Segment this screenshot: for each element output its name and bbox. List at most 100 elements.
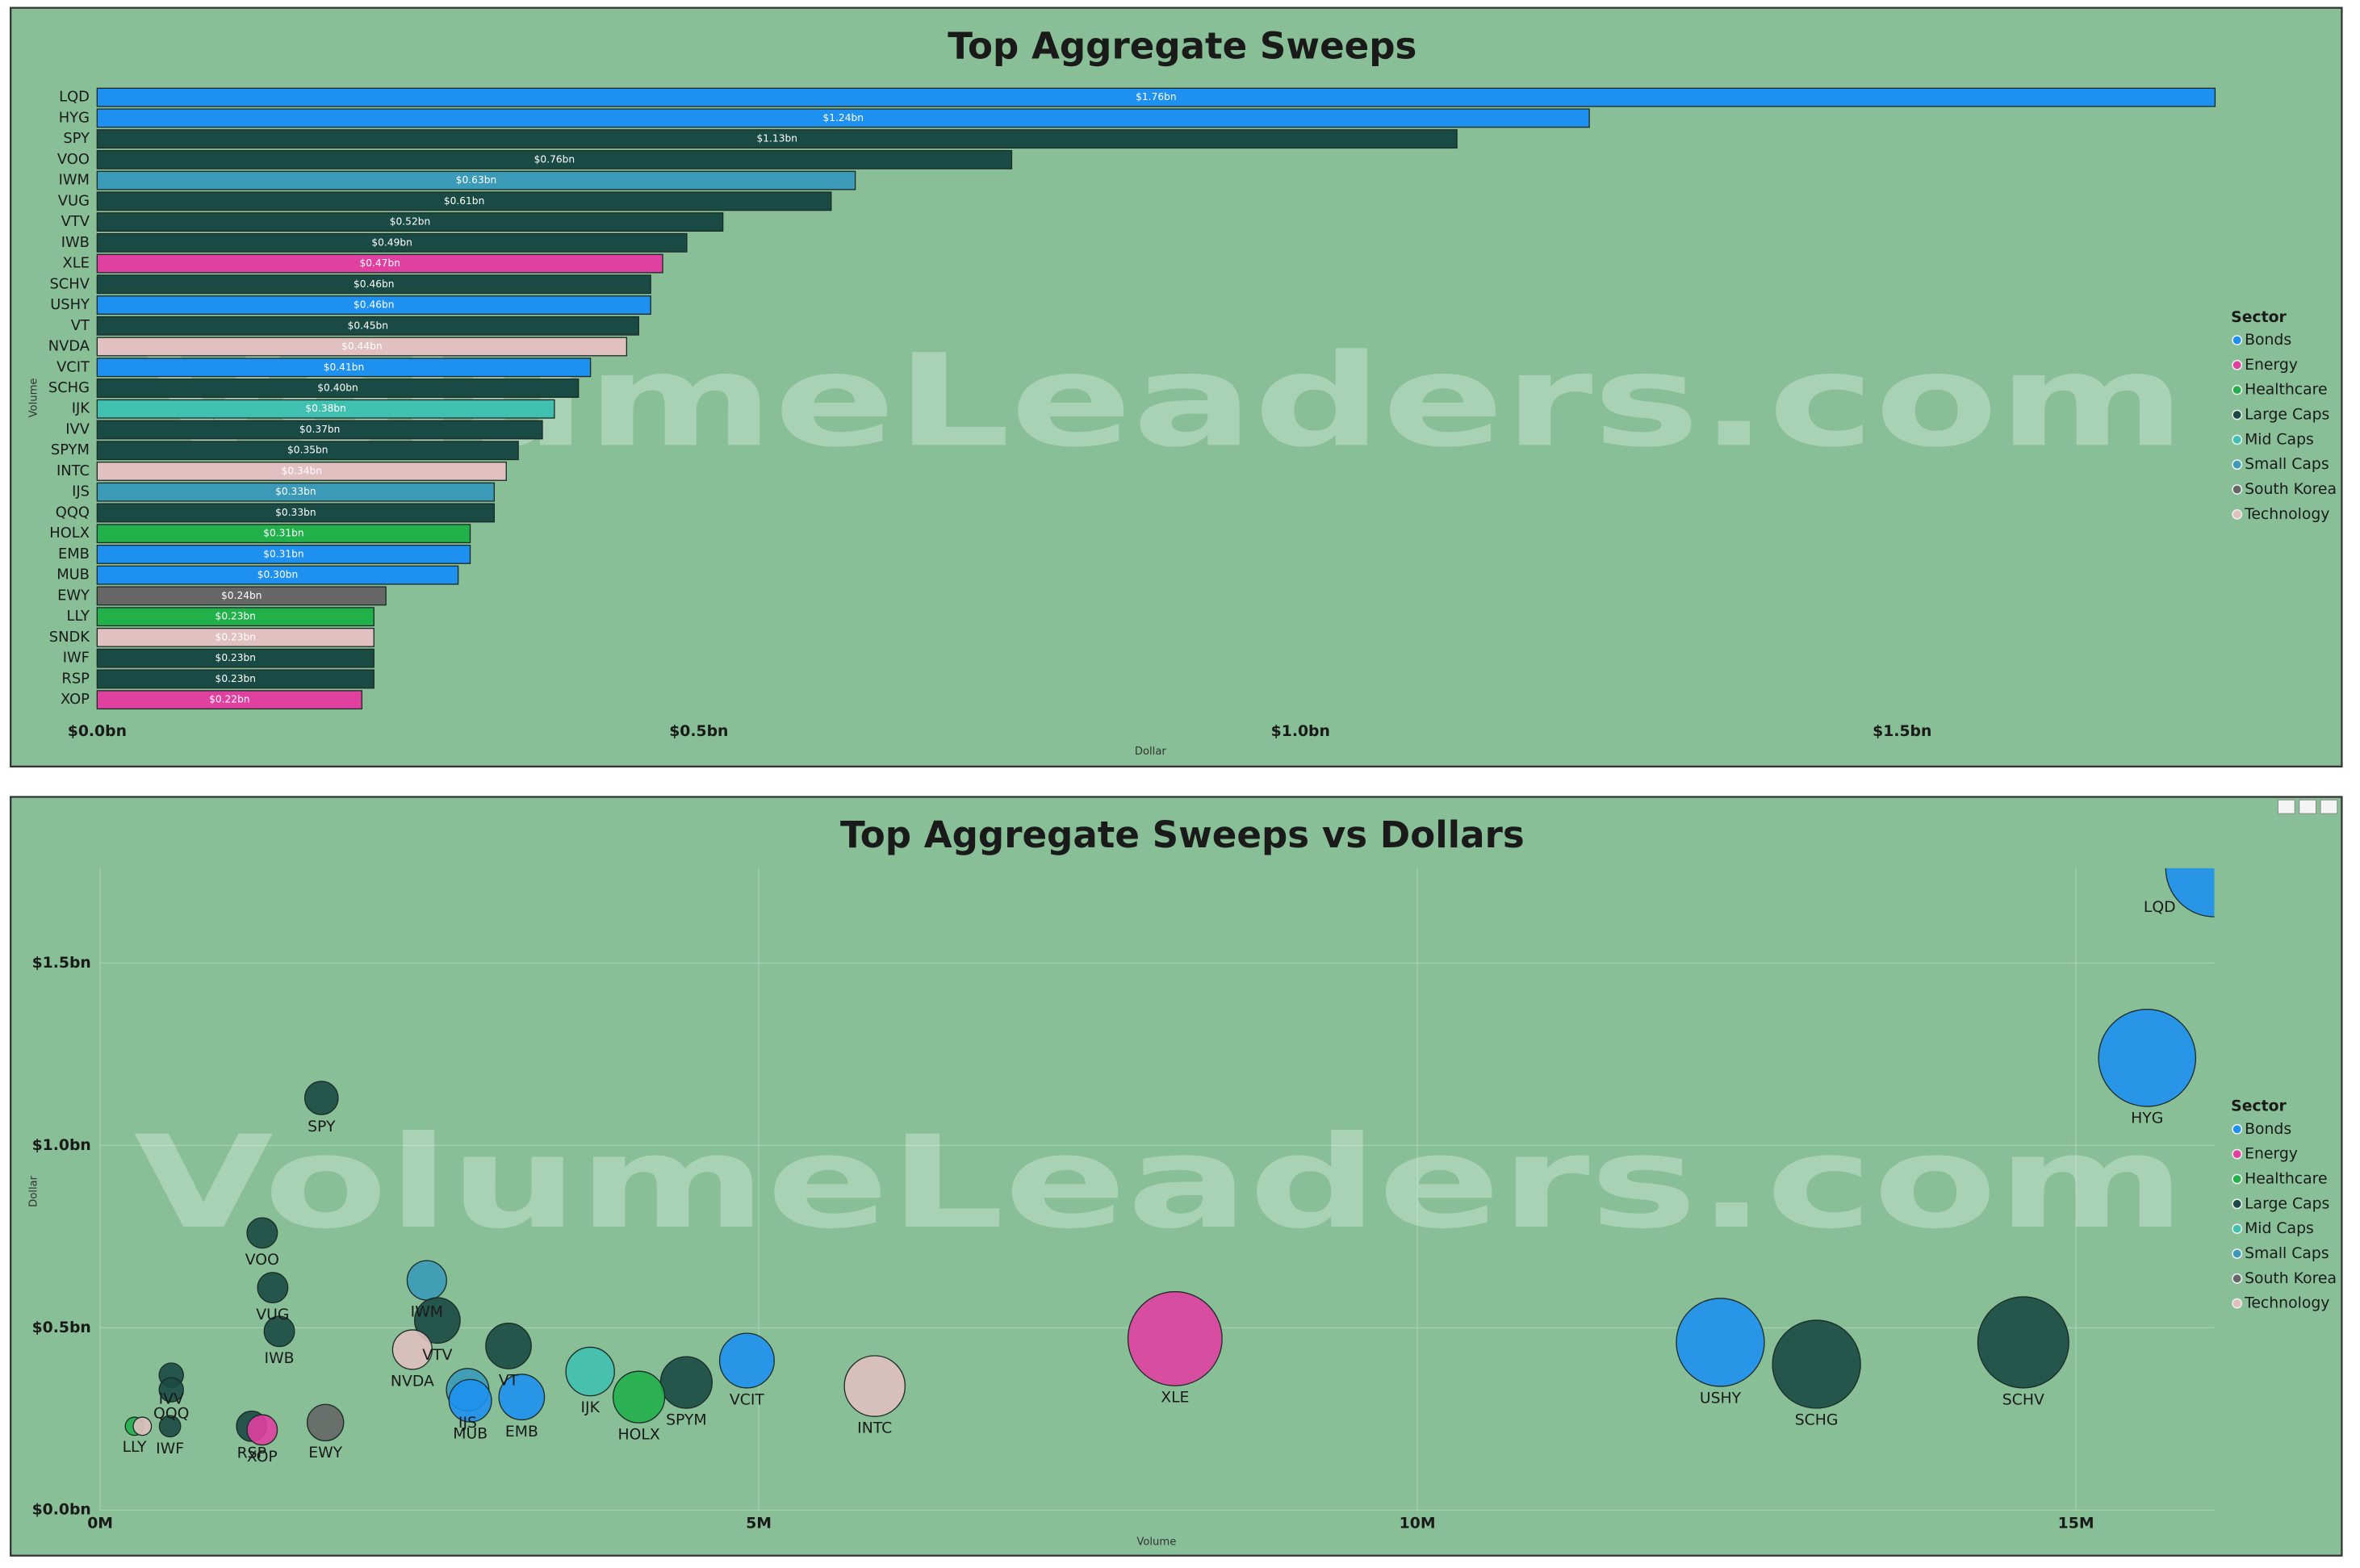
bubble (391, 1329, 433, 1370)
bar (96, 87, 2216, 107)
point-label: VCIT (730, 1391, 765, 1408)
y-tick-label: $1.5bn (32, 955, 91, 972)
x-tick-label: $0.0bn (68, 723, 127, 740)
bar (96, 149, 1013, 169)
point-label: HOLX (617, 1427, 659, 1444)
bubble (257, 1272, 289, 1304)
legend-label: Bonds (2245, 332, 2291, 349)
bubble (485, 1323, 532, 1369)
data-label: $0.46bn (354, 299, 394, 311)
legend-marker (2232, 1198, 2243, 1210)
y-tick-label: RSP (61, 670, 90, 687)
y-tick-label: USHY (50, 296, 90, 313)
bubble (1676, 1298, 1765, 1387)
point-label: RSP (237, 1445, 266, 1462)
point-label: IJK (581, 1399, 600, 1416)
bubble (306, 1403, 345, 1442)
chart-title: Top Aggregate Sweeps vs Dollars (840, 813, 1525, 856)
x-tick-label: $1.0bn (1271, 723, 1330, 740)
filter-icon[interactable] (2277, 799, 2295, 814)
bar (96, 648, 375, 668)
point-label: INTC (857, 1420, 892, 1437)
x-tick-label: 15M (2058, 1516, 2094, 1532)
legend-label: Large Caps (2245, 407, 2329, 424)
point-label: IVV (159, 1391, 184, 1408)
legend-label: Technology (2244, 506, 2329, 523)
focus-icon[interactable] (2299, 799, 2316, 814)
point-label: EWY (308, 1445, 342, 1461)
legend-marker (2232, 1298, 2243, 1309)
y-tick-label: SCHV (49, 275, 90, 292)
point-label: IWB (265, 1350, 295, 1367)
point-label: XOP (247, 1449, 278, 1466)
y-tick-label: MUB (56, 567, 90, 583)
visual-header-icons[interactable] (2277, 799, 2338, 814)
x-tick-label: 0M (87, 1516, 113, 1532)
bar (96, 191, 832, 211)
legend-marker (2232, 1123, 2243, 1135)
data-label: $1.13bn (756, 133, 797, 144)
data-label: $0.33bn (275, 507, 316, 518)
data-label: $0.34bn (282, 465, 322, 476)
legend-marker (2232, 1173, 2243, 1185)
legend-marker (2232, 434, 2243, 445)
y-tick-label: LLY (67, 608, 90, 625)
y-tick-label: NVDA (48, 338, 90, 355)
data-label: $1.76bn (1136, 91, 1176, 102)
legend-label: Technology (2244, 1295, 2329, 1312)
data-label: $0.40bn (317, 383, 358, 394)
point-label: VOO (245, 1252, 279, 1269)
bubble (406, 1260, 447, 1301)
x-tick-label: $0.5bn (669, 723, 728, 740)
y-tick-label: VUG (58, 192, 90, 209)
legend-title: Sector (2231, 1098, 2287, 1115)
legend-marker (2232, 1248, 2243, 1259)
point-label: IJS (458, 1415, 477, 1432)
data-label: $1.24bn (822, 112, 863, 123)
legend-label: South Korea (2245, 1270, 2337, 1287)
bar (96, 586, 387, 606)
point-label: SPYM (666, 1412, 707, 1429)
bar (96, 503, 496, 523)
data-label: $0.22bn (209, 694, 249, 705)
bubble (659, 1356, 713, 1409)
point-label: XLE (1161, 1390, 1189, 1407)
data-label: $0.61bn (444, 195, 484, 207)
bar (96, 669, 375, 689)
y-tick-label: EMB (58, 546, 90, 562)
data-label: $0.47bn (359, 257, 400, 269)
y-tick-label: SCHG (48, 379, 90, 396)
y-tick-label: $0.5bn (32, 1319, 91, 1336)
legend-title: Sector (2231, 309, 2287, 326)
y-axis-title: Dollar (27, 1175, 40, 1207)
point-label: VUG (256, 1307, 289, 1323)
bar (96, 129, 1458, 149)
bubble (132, 1416, 153, 1436)
bar (96, 108, 1590, 128)
y-tick-label: XOP (61, 691, 90, 708)
data-label: $0.41bn (324, 362, 364, 373)
data-label: $0.63bn (456, 174, 496, 186)
legend-label: South Korea (2245, 481, 2337, 498)
data-label: $0.52bn (390, 216, 430, 228)
legend-label: Large Caps (2245, 1195, 2329, 1212)
bar (96, 358, 592, 378)
bar (96, 441, 519, 461)
data-label: $0.33bn (275, 486, 316, 497)
bar (96, 274, 651, 295)
bubble (612, 1370, 666, 1424)
x-tick-label: 5M (746, 1516, 772, 1532)
more-icon[interactable] (2320, 799, 2338, 814)
point-label: HYG (2131, 1110, 2163, 1127)
watermark: VolumeLeaders.com (133, 1109, 2185, 1257)
y-tick-label: EWY (57, 587, 90, 604)
chart-title: Top Aggregate Sweeps (948, 24, 1416, 67)
point-label: USHY (1700, 1390, 1742, 1407)
legend-label: Mid Caps (2245, 431, 2314, 448)
bar (96, 212, 724, 232)
point-label: VT (499, 1373, 519, 1390)
y-tick-label: XLE (62, 255, 89, 272)
y-tick-label: HYG (59, 109, 90, 126)
bar (96, 316, 639, 336)
